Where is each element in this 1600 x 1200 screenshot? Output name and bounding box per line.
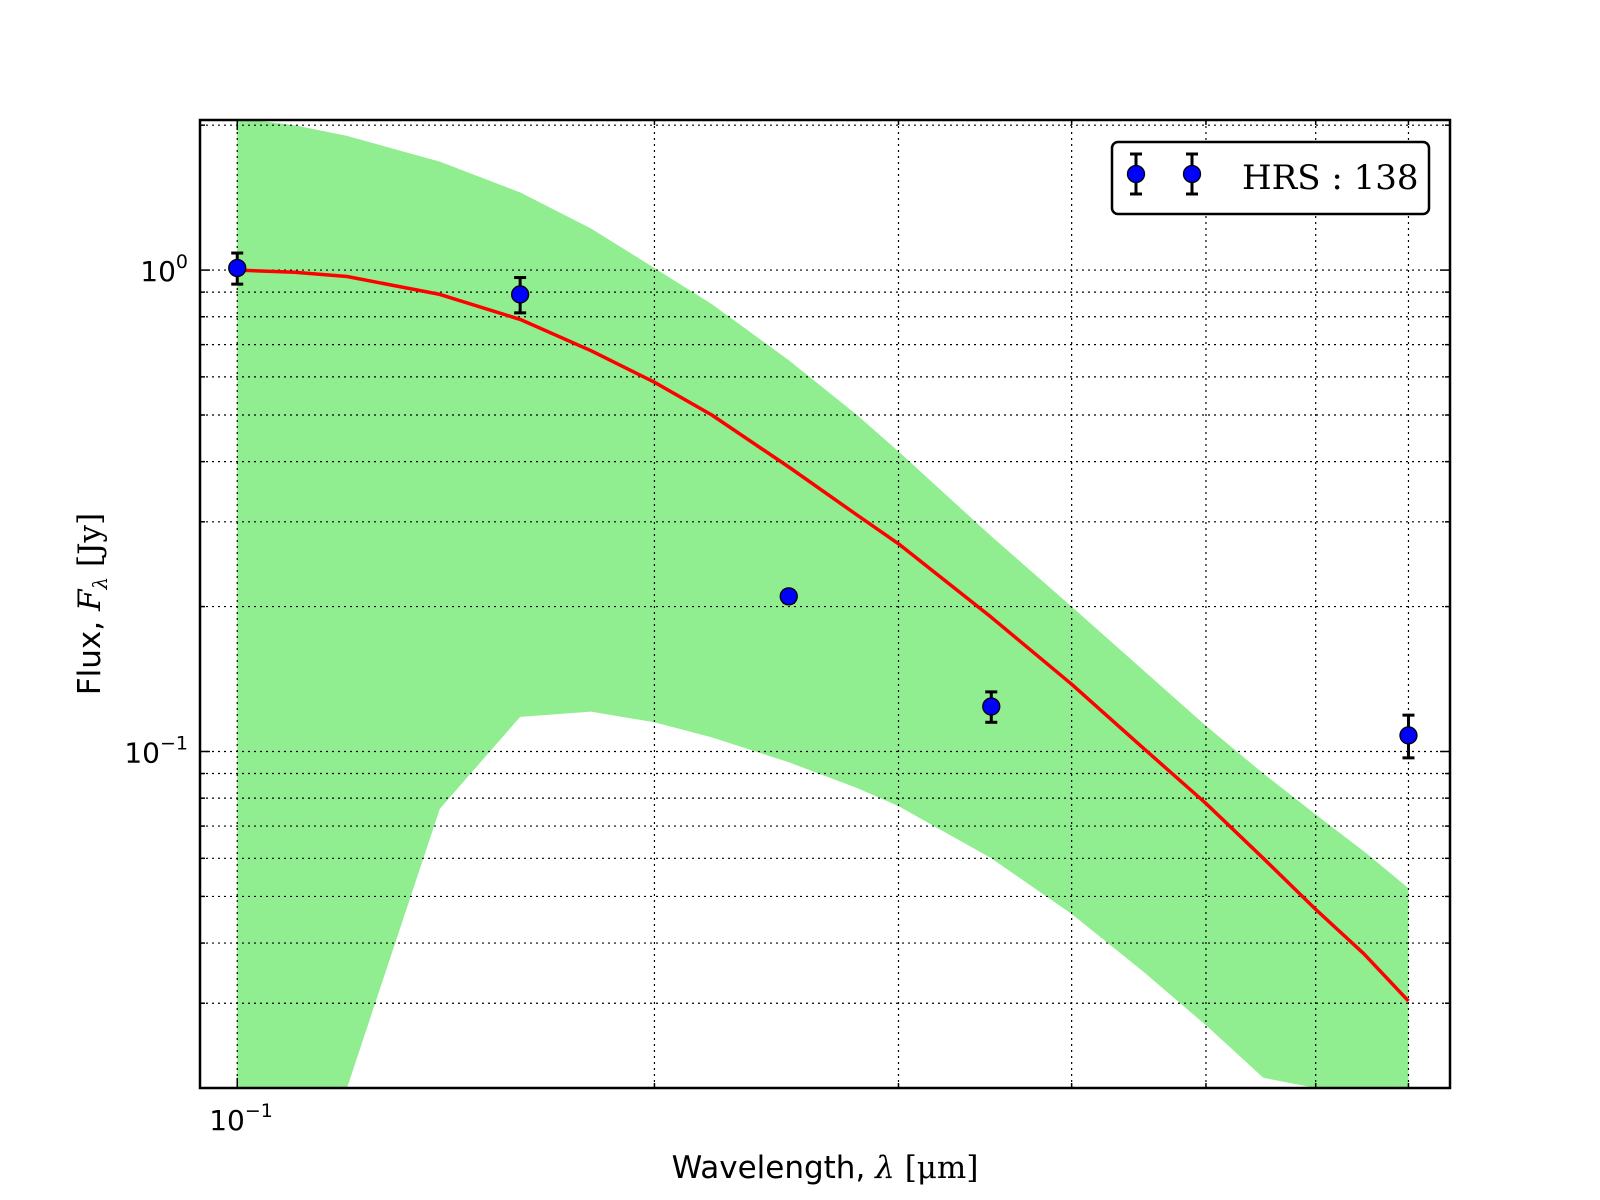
data-point (510, 276, 530, 315)
legend-point-marker (1182, 164, 1202, 184)
x-axis-title-text: Wavelength, (672, 1150, 876, 1186)
y-tick-exponent: 0 (176, 251, 188, 273)
model-fit-layer (237, 268, 1410, 1003)
legend-point-marker (1126, 164, 1146, 184)
band-lower-cutout (347, 711, 1410, 1088)
x-axis-title-unit: [μm] (905, 1150, 979, 1186)
data-point (779, 587, 798, 606)
grid (200, 120, 1450, 1088)
data-point (982, 690, 1001, 724)
model-uncertainty-band (237, 120, 1450, 1088)
point-marker (1399, 726, 1418, 745)
y-tick-label: 10−1 (124, 733, 188, 770)
y-tick-label: 100 (140, 251, 188, 288)
legend-label: HRS : 138 (1242, 158, 1419, 198)
legend-marker (1126, 152, 1202, 196)
y-axis-title: Flux, Fλ [Jy] (72, 513, 112, 695)
plot-area (200, 120, 1450, 1088)
y-axis-title-text: Flux, (72, 611, 108, 695)
x-tick-label: 10−1 (209, 1100, 273, 1137)
y-axis-title-symbol: F (72, 588, 108, 612)
x-tick-exponent: −1 (245, 1100, 273, 1122)
x-axis-title-symbol: λ (873, 1150, 895, 1186)
model-fit-line (237, 268, 1410, 1003)
x-axis-title: Wavelength, λ [μm] (672, 1150, 979, 1186)
x-tick-base: 10 (209, 1104, 245, 1137)
data-point (1399, 713, 1418, 760)
point-marker (982, 697, 1001, 716)
band-right-clear (1408, 120, 1450, 1088)
point-marker (510, 285, 530, 304)
point-marker (779, 587, 798, 606)
y-tick-base: 10 (140, 255, 176, 288)
data-point (228, 251, 247, 286)
plot-frame (198, 118, 1452, 1090)
legend: HRS : 138 (1110, 140, 1431, 216)
point-marker (228, 258, 247, 278)
y-axis-title-subscript: λ (88, 577, 112, 591)
y-tick-base: 10 (124, 737, 160, 770)
y-axis-title-unit: [Jy] (72, 513, 108, 567)
y-tick-exponent: −1 (160, 733, 188, 755)
data-points (228, 251, 1418, 760)
